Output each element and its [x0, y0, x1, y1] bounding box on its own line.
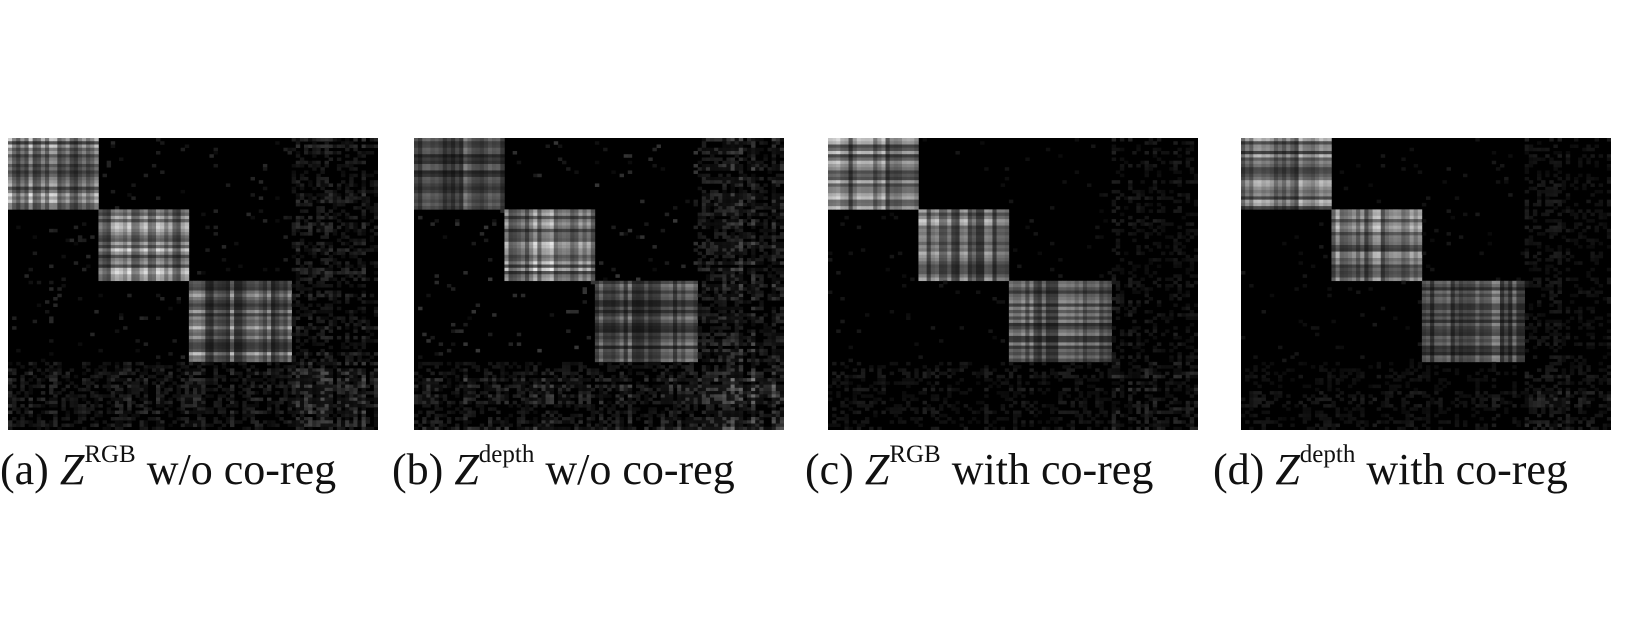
caption-c-symbol: Z [864, 445, 890, 494]
caption-a: (a) ZRGB w/o co-reg [0, 442, 337, 494]
caption-d-label: (d) [1213, 445, 1265, 494]
caption-c-label: (c) [805, 445, 854, 494]
caption-c-suffix: with co-reg [951, 445, 1154, 494]
caption-a-symbol: Z [59, 445, 85, 494]
caption-b-superscript: depth [478, 441, 535, 468]
panel-b [414, 138, 784, 430]
caption-a-label: (a) [0, 445, 49, 494]
affinity-matrix-a [8, 138, 378, 430]
caption-c-superscript: RGB [889, 441, 941, 468]
caption-b-label: (b) [392, 445, 444, 494]
caption-d-superscript: depth [1299, 441, 1356, 468]
affinity-matrix-c [828, 138, 1198, 430]
caption-b: (b) Zdepth w/o co-reg [392, 442, 735, 494]
panel-c [828, 138, 1198, 430]
caption-d: (d) Zdepth with co-reg [1213, 442, 1568, 494]
caption-a-suffix: w/o co-reg [146, 445, 337, 494]
caption-a-superscript: RGB [84, 441, 136, 468]
caption-b-symbol: Z [454, 445, 479, 494]
affinity-matrix-d [1241, 138, 1611, 430]
caption-c: (c) ZRGB with co-reg [805, 442, 1154, 494]
caption-d-symbol: Z [1275, 445, 1300, 494]
caption-b-suffix: w/o co-reg [545, 445, 735, 494]
affinity-matrix-b [414, 138, 784, 430]
caption-d-suffix: with co-reg [1366, 445, 1568, 494]
panel-a [8, 138, 378, 430]
panel-d [1241, 138, 1611, 430]
